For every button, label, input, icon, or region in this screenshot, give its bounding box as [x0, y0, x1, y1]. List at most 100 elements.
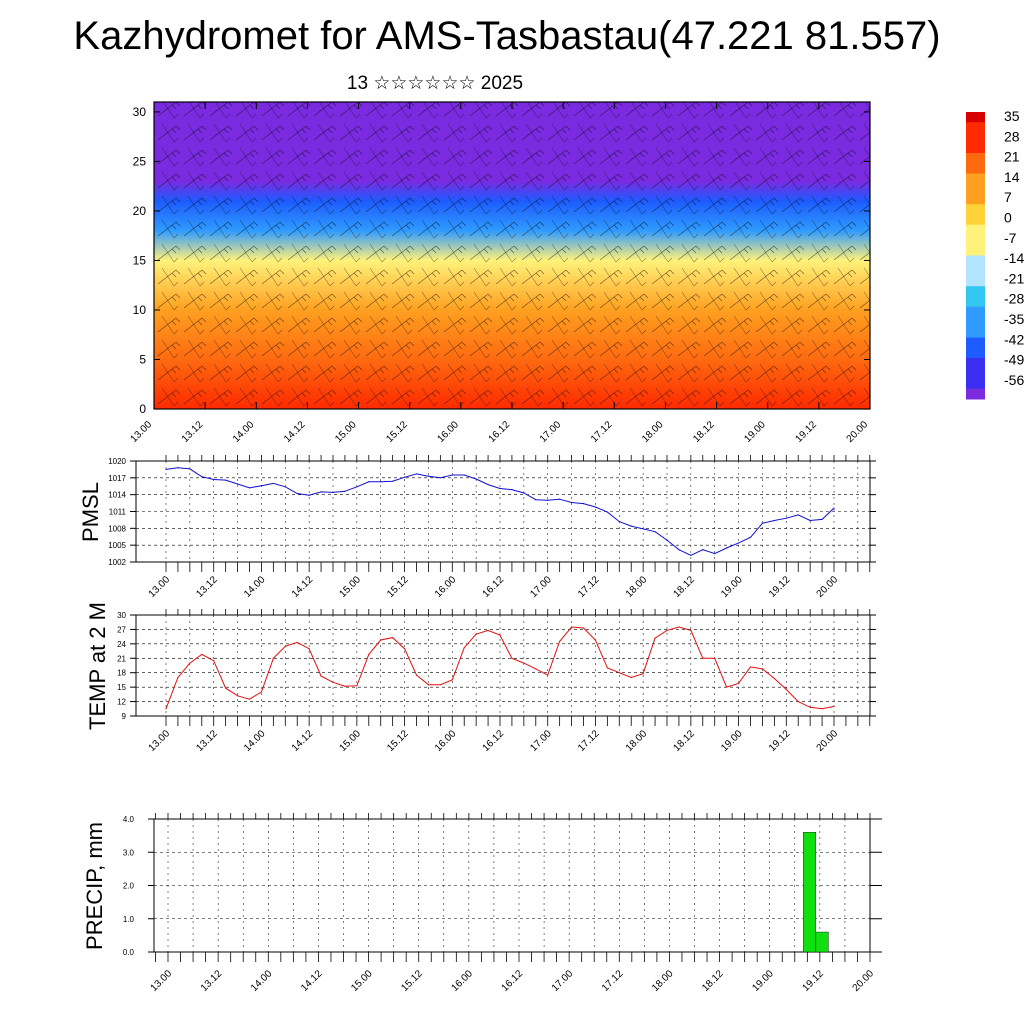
- colorbar-swatch: [966, 132, 985, 144]
- y-tick-label: 3.0: [123, 848, 135, 857]
- colorbar-swatch: [966, 358, 985, 369]
- colorbar-swatch: [966, 224, 985, 236]
- data-point: [201, 476, 203, 478]
- data-point: [785, 688, 787, 691]
- data-point: [213, 478, 215, 481]
- data-point: [630, 525, 632, 527]
- colorbar-swatch: [966, 337, 985, 349]
- data-point: [535, 499, 537, 501]
- x-tick-label: 19.00: [719, 574, 745, 600]
- x-tick-label: 20.00: [845, 419, 871, 445]
- colorbar-label: 28: [1004, 128, 1020, 144]
- data-point: [702, 549, 704, 551]
- x-tick-label: 18.00: [650, 968, 676, 994]
- data-point: [761, 522, 764, 524]
- data-point: [511, 489, 513, 491]
- data-point: [749, 666, 752, 668]
- y-tick-label: 20: [133, 204, 147, 218]
- x-tick-label: 19.12: [767, 574, 793, 600]
- x-tick-label: 18.00: [624, 728, 650, 754]
- y-tick-label: 30: [117, 611, 126, 620]
- precip-bar: [803, 832, 817, 953]
- x-tick-label: 14.12: [290, 574, 316, 600]
- colorbar-swatch: [966, 245, 985, 256]
- colorbar-swatch: [966, 347, 985, 359]
- data-point: [451, 679, 453, 681]
- data-point: [403, 476, 406, 478]
- colorbar-label: 7: [1004, 189, 1012, 205]
- data-point: [260, 485, 263, 487]
- data-point: [189, 662, 191, 664]
- data-point: [165, 468, 167, 471]
- data-point: [368, 653, 370, 656]
- data-point: [630, 676, 632, 679]
- data-point: [236, 695, 239, 697]
- data-point: [737, 682, 740, 684]
- x-tick-label: 14.00: [242, 728, 268, 754]
- colorbar-label: 21: [1004, 149, 1020, 165]
- data-point: [833, 507, 835, 509]
- data-point: [797, 700, 799, 703]
- data-point: [260, 691, 263, 693]
- x-tick-label: 18.00: [624, 574, 650, 600]
- x-tick-label: 19.12: [801, 968, 827, 994]
- x-tick-label: 14.12: [299, 968, 325, 994]
- data-point: [773, 677, 775, 680]
- colorbar-label: -14: [1004, 250, 1024, 266]
- x-tick-label: 18.12: [672, 574, 698, 600]
- data-point: [570, 501, 573, 504]
- x-tick-label: 16.00: [436, 419, 462, 445]
- data-point: [582, 627, 585, 629]
- data-point: [248, 487, 251, 489]
- x-tick-label: 17.00: [528, 574, 554, 600]
- x-tick-label: 13.12: [194, 574, 220, 600]
- colorbar-swatch: [966, 276, 985, 287]
- precipitation-panel: 0.0 1.0 2.0 3.0 4.0 13.00 13.12 14.00 14.12 15.00…: [82, 813, 882, 994]
- data-point: [606, 667, 608, 669]
- data-point: [594, 506, 597, 508]
- data-point: [547, 674, 549, 676]
- data-point: [380, 481, 382, 483]
- data-point: [284, 486, 286, 488]
- y-tick-label: 1.0: [123, 915, 135, 924]
- x-tick-label: 13.00: [129, 419, 155, 445]
- colorbar-label: -28: [1004, 291, 1024, 307]
- data-point: [654, 531, 656, 533]
- data-point: [690, 629, 692, 631]
- colorbar-label: -49: [1004, 352, 1024, 368]
- data-point: [833, 705, 835, 707]
- colorbar-swatch: [966, 265, 985, 277]
- x-tick-label: 16.12: [481, 574, 507, 600]
- data-point: [189, 468, 191, 470]
- x-tick-label: 19.00: [719, 728, 745, 754]
- x-tick-label: 14.00: [249, 968, 275, 994]
- data-point: [678, 549, 680, 551]
- x-tick-label: 17.12: [600, 968, 626, 994]
- data-point: [177, 676, 179, 679]
- data-point: [225, 479, 227, 481]
- y-tick-label: 1017: [108, 474, 126, 483]
- x-tick-label: 20.00: [815, 574, 841, 600]
- data-point: [439, 684, 441, 686]
- x-tick-label: 14.00: [231, 419, 257, 445]
- data-point: [726, 686, 728, 688]
- colorbar: 35 28 21 14 7 0 -7 -14 -21 -28 -35 -42 -49 -56: [966, 108, 1024, 400]
- temperature-panel: 9 12 15 18 21 24 27 30 13.00 13.12 14.00 14.12 15.00…: [85, 602, 876, 754]
- data-point: [582, 503, 585, 505]
- data-point: [356, 685, 358, 687]
- y-tick-label: 1014: [108, 491, 126, 500]
- colorbar-swatch: [966, 163, 985, 174]
- chart-subtitle: 13 ☆☆☆☆☆☆ 2025: [346, 73, 524, 94]
- y-tick-label: 4.0: [123, 815, 135, 824]
- data-point: [415, 473, 418, 475]
- x-tick-label: 15.00: [333, 419, 359, 445]
- x-tick-label: 17.00: [538, 419, 564, 445]
- x-tick-label: 14.12: [290, 728, 316, 754]
- x-tick-label: 16.12: [487, 419, 513, 445]
- colorbar-swatch: [966, 173, 985, 185]
- x-tick-label: 13.12: [180, 419, 206, 445]
- data-point: [678, 626, 680, 628]
- x-tick-label: 17.12: [576, 574, 602, 600]
- data-point: [499, 487, 501, 490]
- x-tick-label: 18.00: [640, 419, 666, 445]
